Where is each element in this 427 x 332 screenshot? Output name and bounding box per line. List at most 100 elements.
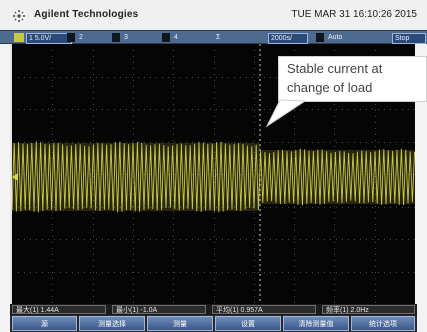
channel-4-marker[interactable] [162,33,170,42]
grid-dot [174,272,175,273]
trigger-icon[interactable]: Σ [216,34,221,41]
grid-dot [258,272,259,273]
measurement-avg[interactable]: 平均(1) 0.957A [212,305,316,314]
softkey-settings[interactable]: 设置 [215,316,281,331]
grid-dot [294,194,295,195]
mode-label[interactable]: Stop [392,33,426,44]
grid-dot [254,230,255,231]
measurement-max[interactable]: 最大(1) 1.44A [12,305,106,314]
channel-1-scale[interactable]: 1 5.0V/ [26,33,72,44]
grid-dot [414,207,415,208]
grid-dot [282,109,283,110]
channel-2-label[interactable]: 2 [79,34,83,41]
grid-dot [48,109,49,110]
grid-dot [375,212,376,213]
grid-dot [93,164,94,165]
timebase-scale[interactable]: 2000s/ [268,33,308,44]
grid-dot [173,140,174,141]
grid-dot [214,128,215,129]
grid-dot [102,174,103,175]
grid-dot [173,62,174,63]
grid-dot [168,142,169,143]
grid-dot [214,86,215,87]
grid-dot [334,110,335,111]
grid-dot [52,68,53,69]
measurement-freq[interactable]: 频率(1) 2.0Hz [322,305,415,314]
grid-dot [90,272,91,273]
grid-dot [375,302,376,303]
grid-dot [132,77,133,78]
grid-dot [254,128,255,129]
channel-2-marker[interactable] [67,33,75,42]
grid-dot [300,207,301,208]
run-state-label[interactable]: Auto [328,34,343,41]
grid-dot [254,134,255,135]
grid-dot [133,254,134,255]
grid-dot [132,272,133,273]
grid-dot [354,174,355,175]
grid-dot [198,142,199,143]
channel-4-label[interactable]: 4 [174,34,178,41]
softkey-clear[interactable]: 清除测量值 [283,316,349,331]
grid-dot [114,142,115,143]
grid-dot [300,174,301,175]
grid-dot [36,174,37,175]
grid-dot [288,142,289,143]
grid-dot [52,224,53,225]
grid-dot [334,302,335,303]
grid-dot [300,239,301,240]
grid-dot [84,174,85,175]
grid-dot [366,272,367,273]
grid-dot [144,77,145,78]
channel-1-marker[interactable] [14,33,24,42]
grid-dot [214,254,215,255]
grid-dot [174,142,175,143]
grid-dot [254,110,255,111]
grid-dot [126,77,127,78]
grid-dot [222,77,223,78]
grid-dot [330,239,331,240]
grid-dot [150,207,151,208]
grid-dot [334,206,335,207]
grid-dot [408,174,409,175]
grid-dot [214,50,215,51]
softkey-stats[interactable]: 统计选项 [351,316,415,331]
grid-dot [294,152,295,153]
grid-dot [96,239,97,240]
softkey-source[interactable]: 源 [12,316,77,331]
grid-dot [192,109,193,110]
grid-dot [294,110,295,111]
grid-dot [228,239,229,240]
grid-dot [162,142,163,143]
grid-dot [173,296,174,297]
grid-dot [84,77,85,78]
channel-3-label[interactable]: 3 [124,34,128,41]
grid-dot [173,188,174,189]
grid-dot [102,272,103,273]
grid-dot [114,207,115,208]
grid-dot [254,98,255,99]
grid-dot [120,142,121,143]
softkey-measure[interactable]: 测量 [147,316,213,331]
grid-dot [133,296,134,297]
grid-dot [240,272,241,273]
grid-dot [173,278,174,279]
grid-dot [90,77,91,78]
grid-dot [334,290,335,291]
grid-dot [254,242,255,243]
grid-dot [214,116,215,117]
grid-dot [133,284,134,285]
acquire-marker[interactable] [316,33,324,42]
grid-dot [270,77,271,78]
grid-dot [254,176,255,177]
grid-dot [138,239,139,240]
grid-dot [294,146,295,147]
grid-dot [390,272,391,273]
measurement-min[interactable]: 最小(1) -1.0A [112,305,206,314]
grid-dot [52,212,53,213]
grid-dot [390,239,391,240]
softkey-select[interactable]: 测量选择 [79,316,145,331]
channel-3-marker[interactable] [112,33,120,42]
grid-dot [52,158,53,159]
